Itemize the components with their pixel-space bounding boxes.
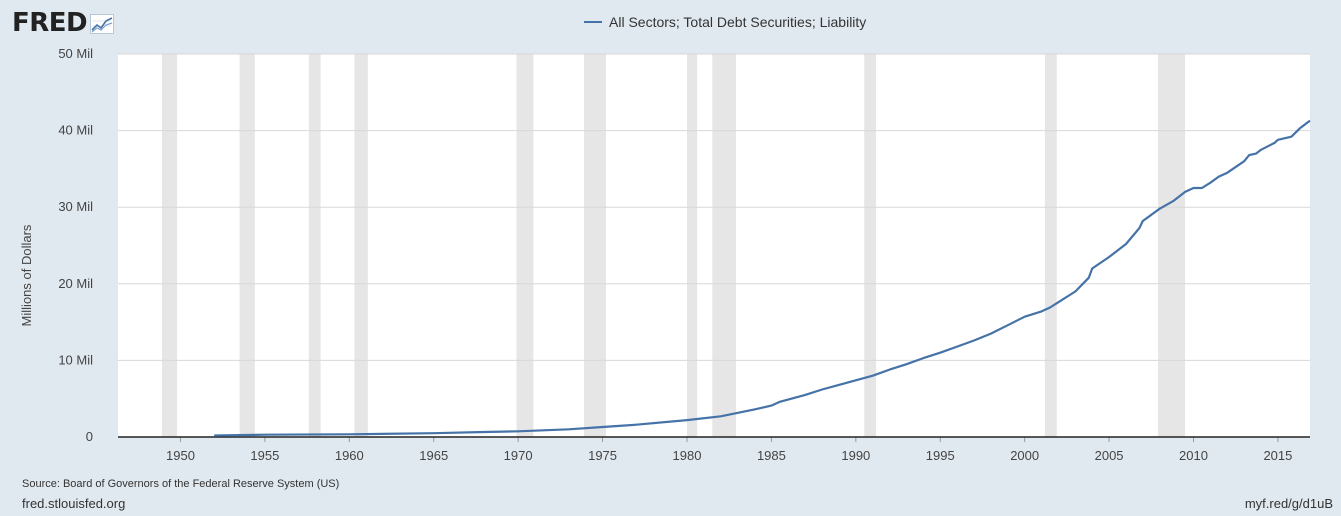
- recession-band-7: [712, 54, 736, 437]
- legend-label: All Sectors; Total Debt Securities; Liab…: [609, 14, 867, 30]
- x-tick-label: 1955: [250, 448, 279, 463]
- recession-band-0: [161, 54, 178, 437]
- recession-band-5: [583, 54, 606, 437]
- recession-band-2: [308, 54, 321, 437]
- chart-legend: All Sectors; Total Debt Securities; Liab…: [584, 14, 866, 30]
- recession-shading: [161, 54, 1186, 437]
- x-tick-label: 1970: [504, 448, 533, 463]
- y-axis-ticks: 0 10 Mil 20 Mil 30 Mil 40 Mil 50 Mil: [58, 46, 93, 444]
- x-tick-label: 2015: [1263, 448, 1292, 463]
- x-tick-label: 1980: [673, 448, 702, 463]
- grid-lines: [118, 53, 1310, 361]
- x-tick-label: 1995: [926, 448, 955, 463]
- line-graph-icon: [90, 14, 115, 34]
- y-tick-label: 10 Mil: [58, 352, 93, 367]
- recession-band-1: [239, 54, 255, 437]
- recession-band-10: [1158, 54, 1186, 437]
- y-tick-label: 20 Mil: [58, 276, 93, 291]
- y-tick-label: 40 Mil: [58, 123, 93, 138]
- y-tick-label: 50 Mil: [58, 46, 93, 61]
- x-axis-ticks: 1950 1955 1960 1965 1970 1975 1980 1985 1990 1995…: [166, 437, 1292, 463]
- x-tick-label: 1960: [335, 448, 364, 463]
- short-link[interactable]: myf.red/g/d1uB: [1244, 496, 1333, 511]
- site-link[interactable]: fred.stlouisfed.org: [22, 496, 126, 511]
- x-tick-label: 1990: [841, 448, 870, 463]
- x-tick-label: 2000: [1010, 448, 1039, 463]
- logo-text: FRED: [12, 8, 88, 38]
- y-tick-label: 30 Mil: [58, 199, 93, 214]
- recession-band-3: [354, 54, 368, 437]
- fred-logo[interactable]: FRED: [12, 8, 115, 38]
- recession-band-9: [1044, 54, 1057, 437]
- x-tick-label: 1985: [757, 448, 786, 463]
- x-tick-label: 1950: [166, 448, 195, 463]
- x-tick-label: 1975: [588, 448, 617, 463]
- recession-band-6: [686, 54, 698, 437]
- y-axis-label: Millions of Dollars: [19, 224, 34, 326]
- recession-band-4: [516, 54, 534, 437]
- source-note: Source: Board of Governors of the Federa…: [22, 478, 340, 490]
- y-tick-label: 0: [86, 429, 93, 444]
- recession-band-8: [864, 54, 877, 437]
- x-tick-label: 2005: [1095, 448, 1124, 463]
- x-tick-label: 1965: [419, 448, 448, 463]
- x-tick-label: 2010: [1179, 448, 1208, 463]
- series-line: [214, 119, 1311, 437]
- legend-swatch: [584, 21, 602, 23]
